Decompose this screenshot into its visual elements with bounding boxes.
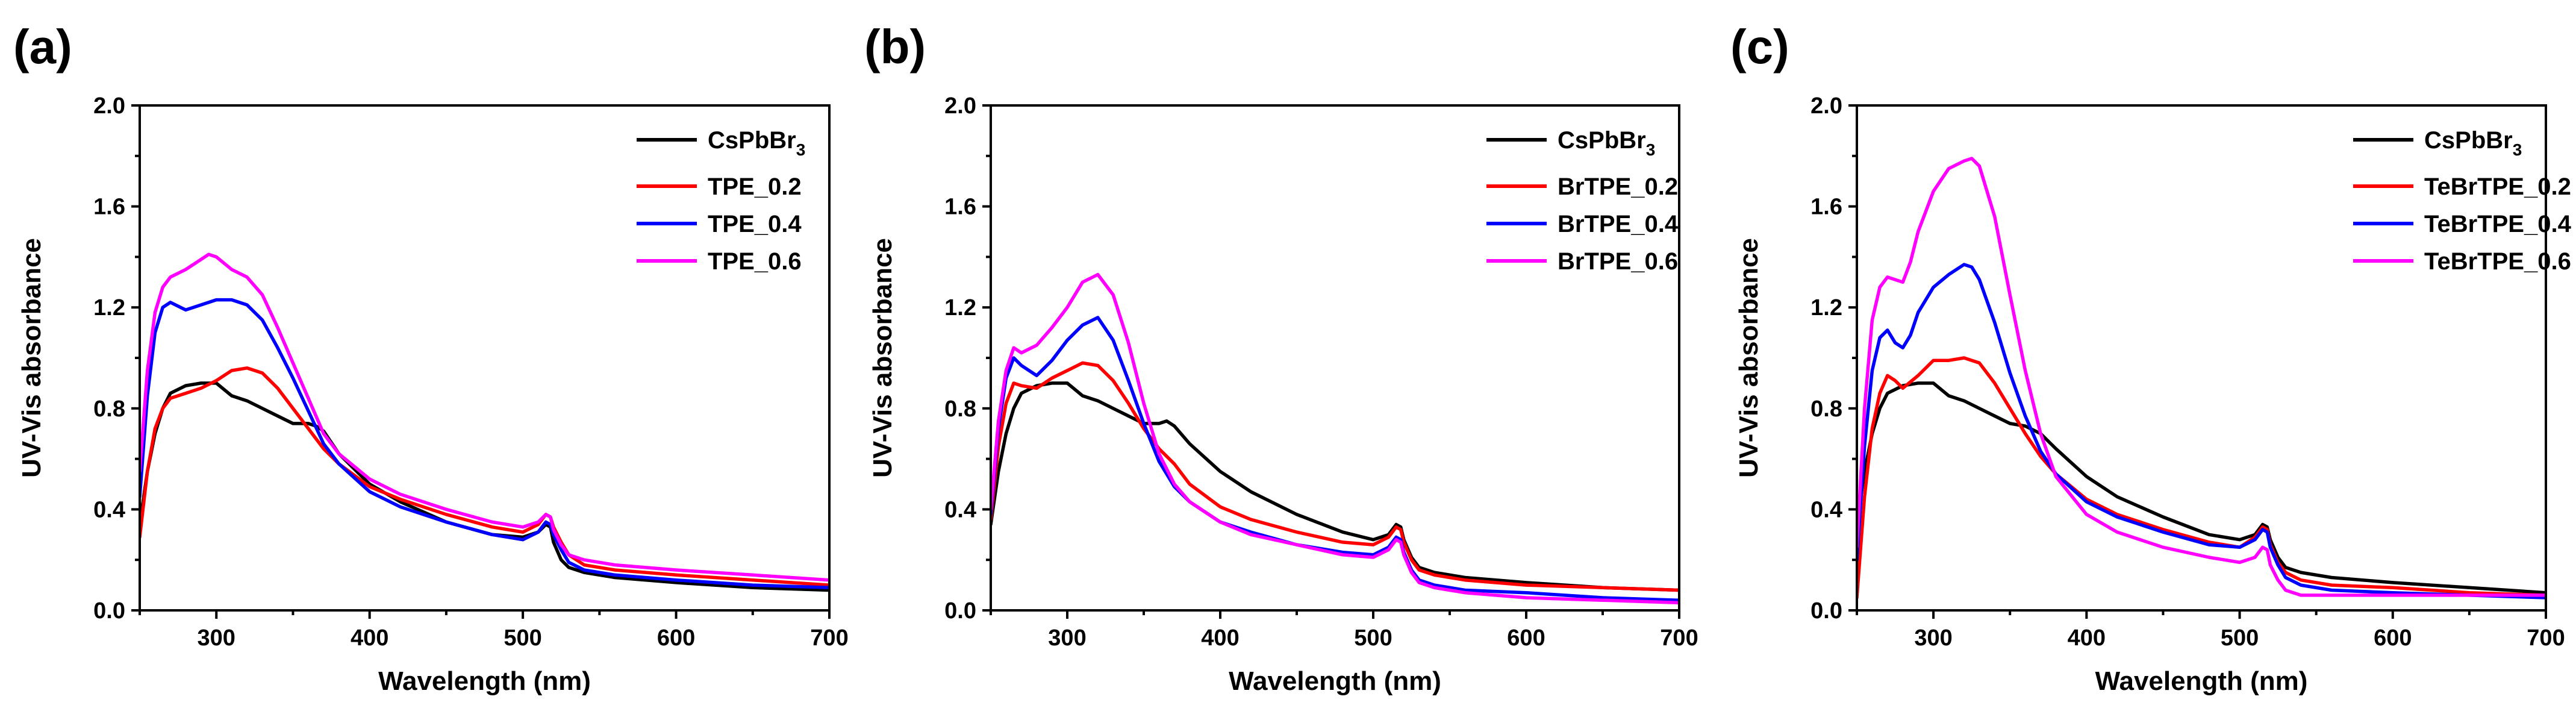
series-line-0 (991, 381, 1679, 592)
x-tick-label: 300 (1048, 625, 1086, 651)
x-axis-title: Wavelength (nm) (1229, 666, 1441, 696)
y-axis-title: UV-Vis absorbance (868, 238, 897, 478)
y-tick-label: 0.8 (1810, 396, 1842, 422)
x-tick-label: 300 (198, 625, 235, 651)
x-tick-label: 600 (2374, 625, 2412, 651)
legend-label-text: TPE_0.4 (708, 211, 802, 237)
y-tick-label: 2.0 (93, 93, 125, 119)
series-line-3 (1857, 157, 2546, 597)
y-tick-label: 0.0 (1810, 598, 1842, 624)
legend-label-text: TeBrTPE_0.6 (2424, 248, 2571, 275)
legend-label-2: TeBrTPE_0.4 (2424, 211, 2572, 237)
x-tick-label: 400 (1201, 625, 1239, 651)
legend-label-text: CsPbBr (708, 127, 796, 154)
y-tick-label: 0.4 (944, 497, 976, 522)
legend-label-subscript: 3 (796, 140, 806, 159)
y-axis-title: UV-Vis absorbance (17, 238, 46, 478)
legend-label-0: CsPbBr3 (2424, 127, 2522, 159)
chart-panel-0: (a) 300 400 500 600 700 0.0 0.4 0.8 1.2 1.6 2.0 Wave… (13, 20, 849, 696)
x-tick-label: 700 (1660, 625, 1698, 651)
legend-label-text: BrTPE_0.6 (1558, 248, 1678, 275)
series-line-3 (991, 272, 1679, 605)
legend-label-2: TPE_0.4 (708, 211, 802, 237)
y-tick-label: 0.0 (93, 598, 125, 624)
y-tick-label: 0.8 (944, 396, 976, 422)
x-tick-label: 600 (657, 625, 695, 651)
series-line-2 (140, 298, 829, 590)
x-tick-label: 400 (351, 625, 388, 651)
y-tick-label: 1.6 (944, 195, 976, 220)
legend-label-text: TeBrTPE_0.2 (2424, 174, 2571, 200)
panel-label: (b) (864, 20, 926, 74)
legend-label-text: TPE_0.2 (708, 174, 802, 200)
legend-label-subscript: 3 (1646, 140, 1656, 159)
x-tick-label: 500 (1354, 625, 1392, 651)
legend-label-subscript: 3 (2513, 140, 2522, 159)
legend-label-3: TPE_0.6 (708, 248, 802, 275)
legend-label-text: TeBrTPE_0.4 (2424, 211, 2572, 237)
series-line-2 (1857, 263, 2546, 600)
legend-label-text: CsPbBr (2424, 127, 2513, 154)
y-tick-label: 0.8 (93, 396, 125, 422)
y-tick-label: 2.0 (1810, 93, 1842, 119)
legend-label-text: BrTPE_0.2 (1558, 174, 1678, 200)
x-axis-title: Wavelength (nm) (2095, 666, 2308, 696)
series-line-1 (991, 361, 1679, 592)
chart-panel-1: (b) 300 400 500 600 700 0.0 0.4 0.8 1.2 1.6 2.0 Wave… (864, 20, 1698, 696)
series-line-3 (140, 252, 829, 582)
legend-label-text: TPE_0.6 (708, 248, 802, 275)
legend-label-1: TPE_0.2 (708, 174, 802, 200)
y-tick-label: 0.4 (93, 497, 125, 522)
series-line-0 (1857, 381, 2546, 595)
y-tick-label: 1.2 (93, 295, 125, 321)
chart-panel-2: (c) 300 400 500 600 700 0.0 0.4 0.8 1.2 1.6 2.0 Wave… (1730, 20, 2572, 696)
legend-label-0: CsPbBr3 (1558, 127, 1655, 159)
legend-label-1: BrTPE_0.2 (1558, 174, 1678, 200)
x-axis-title: Wavelength (nm) (378, 666, 591, 696)
series-line-2 (991, 316, 1679, 602)
y-axis-title: UV-Vis absorbance (1734, 238, 1764, 478)
x-tick-label: 400 (2068, 625, 2106, 651)
y-tick-label: 0.0 (944, 598, 976, 624)
x-tick-label: 500 (504, 625, 541, 651)
y-tick-label: 1.6 (93, 195, 125, 220)
y-tick-label: 2.0 (944, 93, 976, 119)
legend-label-text: BrTPE_0.4 (1558, 211, 1679, 237)
x-tick-label: 300 (1914, 625, 1952, 651)
series-line-0 (140, 381, 829, 592)
x-tick-label: 700 (810, 625, 848, 651)
x-tick-label: 600 (1507, 625, 1545, 651)
legend-label-1: TeBrTPE_0.2 (2424, 174, 2571, 200)
legend-label-2: BrTPE_0.4 (1558, 211, 1679, 237)
y-tick-label: 1.2 (944, 295, 976, 321)
x-tick-label: 500 (2221, 625, 2259, 651)
y-tick-label: 1.2 (1810, 295, 1842, 321)
legend-label-3: BrTPE_0.6 (1558, 248, 1678, 275)
legend-label-0: CsPbBr3 (708, 127, 805, 159)
panel-label: (c) (1730, 20, 1789, 74)
legend-label-3: TeBrTPE_0.6 (2424, 248, 2571, 275)
y-tick-label: 0.4 (1810, 497, 1842, 522)
y-tick-label: 1.6 (1810, 195, 1842, 220)
series-line-1 (1857, 356, 2546, 600)
x-tick-label: 700 (2527, 625, 2565, 651)
panel-label: (a) (13, 20, 72, 74)
legend-label-text: CsPbBr (1558, 127, 1646, 154)
